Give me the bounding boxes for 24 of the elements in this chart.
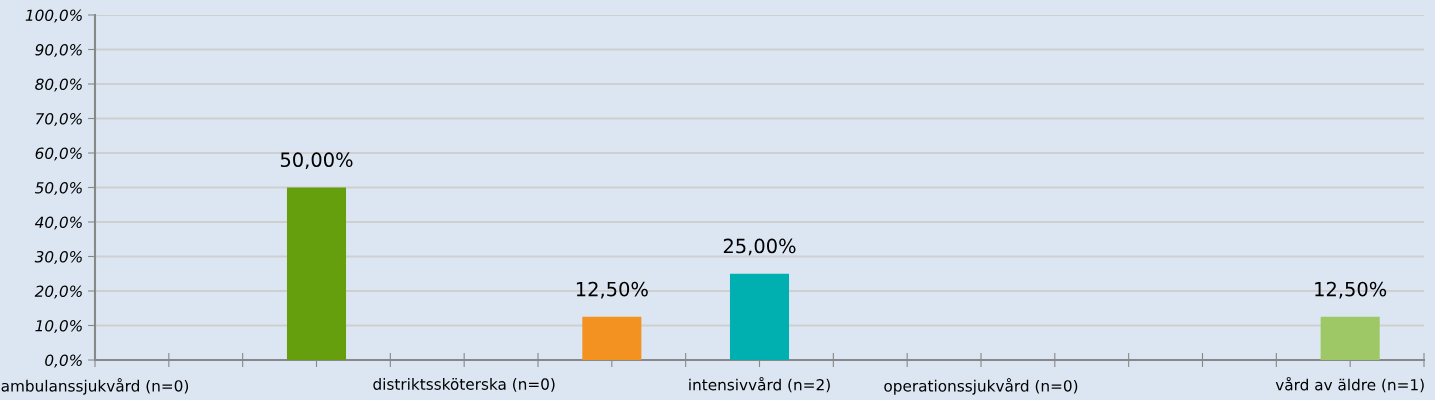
y-tick-label: 60,0% bbox=[35, 147, 82, 161]
data-label: 12,50% bbox=[1315, 281, 1387, 299]
data-label: 25,00% bbox=[723, 238, 796, 256]
y-tick-label: 10,0% bbox=[35, 319, 82, 334]
data-label: 50,00% bbox=[280, 152, 353, 170]
data-label: 12,50% bbox=[576, 281, 648, 299]
y-tick-label: 50,0% bbox=[34, 181, 82, 196]
y-tick-label: 100,0% bbox=[25, 9, 82, 23]
y-tick-label: 0,0% bbox=[45, 354, 82, 368]
y-tick-label: 30,0% bbox=[34, 250, 82, 265]
y-tick-label: 70,0% bbox=[36, 112, 82, 127]
y-tick-label: 20,0% bbox=[34, 285, 82, 299]
x-tick-label: ambulanssjukvård (n=0) bbox=[1, 378, 189, 395]
bar bbox=[582, 316, 642, 360]
bar bbox=[286, 187, 347, 360]
bar bbox=[729, 273, 790, 360]
x-tick-label: intensivvård (n=2) bbox=[689, 376, 830, 393]
y-tick-label: 40,0% bbox=[34, 216, 82, 230]
y-tick-label: 90,0% bbox=[35, 43, 82, 58]
x-tick-label: vård av äldre (n=1) bbox=[1275, 376, 1424, 393]
y-tick-label: 80,0% bbox=[35, 78, 82, 92]
x-tick-label: operationssjukvård (n=0) bbox=[884, 378, 1078, 395]
x-tick-label: distriktssköterska (n=0) bbox=[373, 378, 555, 392]
bar bbox=[1320, 316, 1380, 360]
